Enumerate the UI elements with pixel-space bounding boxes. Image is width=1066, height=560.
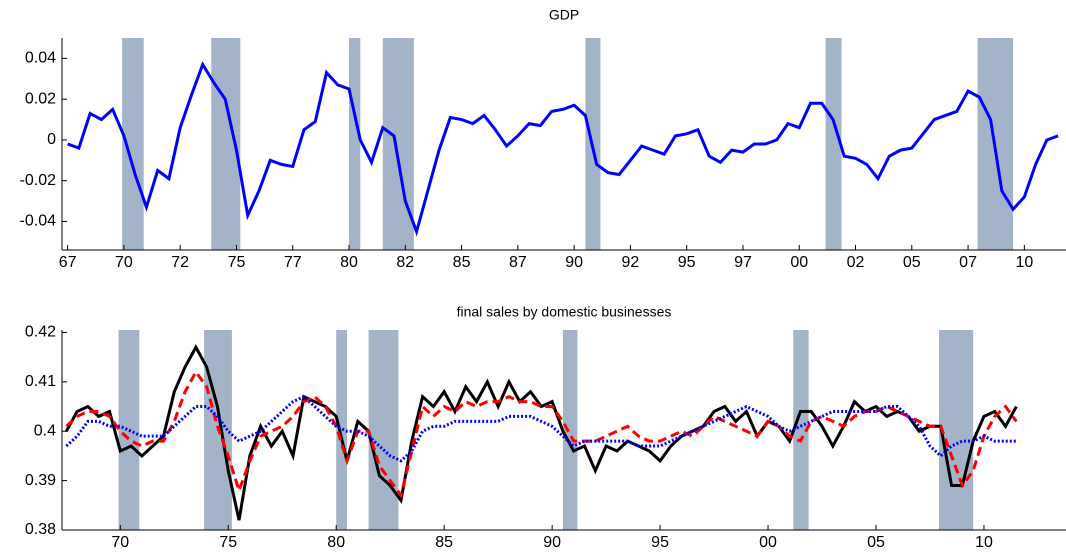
- y-tick-label: 0.42: [25, 324, 56, 341]
- x-tick-label: 05: [903, 254, 921, 271]
- x-tick-label: 95: [651, 534, 669, 551]
- y-tick-label: -0.04: [20, 213, 57, 230]
- x-tick-label: 80: [327, 534, 345, 551]
- y-tick-label: 0: [47, 131, 56, 148]
- y-tick-label: 0.41: [25, 373, 56, 390]
- x-tick-label: 90: [565, 254, 583, 271]
- y-tick-label: 0.02: [25, 90, 56, 107]
- x-tick-label: 75: [219, 534, 237, 551]
- x-tick-label: 87: [509, 254, 527, 271]
- x-tick-label: 07: [959, 254, 977, 271]
- recession-band: [939, 330, 974, 530]
- recession-band: [793, 330, 809, 530]
- recession-band: [349, 38, 361, 250]
- chart-title: GDP: [549, 7, 579, 23]
- y-tick-label: 0.38: [25, 521, 56, 538]
- y-tick-label: 0.4: [34, 422, 56, 439]
- x-tick-label: 67: [59, 254, 77, 271]
- recession-band: [368, 330, 399, 530]
- x-tick-label: 90: [543, 534, 561, 551]
- recession-band: [122, 38, 144, 250]
- chart-title: final sales by domestic businesses: [457, 304, 672, 320]
- y-tick-label: 0.04: [25, 50, 56, 67]
- recession-band: [562, 330, 578, 530]
- x-tick-label: 10: [975, 534, 993, 551]
- x-tick-label: 02: [847, 254, 865, 271]
- recession-band: [825, 38, 842, 250]
- recession-band: [118, 330, 140, 530]
- recession-band: [336, 330, 348, 530]
- x-tick-label: 85: [435, 534, 453, 551]
- x-tick-label: 75: [228, 254, 246, 271]
- recession-band: [382, 38, 414, 250]
- x-tick-label: 97: [734, 254, 752, 271]
- series-line: [67, 61, 1059, 237]
- x-tick-label: 82: [396, 254, 414, 271]
- x-tick-label: 85: [453, 254, 471, 271]
- x-tick-label: 92: [622, 254, 640, 271]
- x-tick-label: 00: [759, 534, 777, 551]
- series-line: [65, 394, 1017, 463]
- x-tick-label: 00: [790, 254, 808, 271]
- y-tick-label: 0.39: [25, 472, 56, 489]
- x-tick-label: 80: [340, 254, 358, 271]
- x-tick-label: 77: [284, 254, 302, 271]
- series-line: [65, 369, 1018, 499]
- x-tick-label: 95: [678, 254, 696, 271]
- x-tick-label: 10: [1015, 254, 1033, 271]
- x-tick-label: 72: [171, 254, 189, 271]
- x-tick-label: 70: [115, 254, 133, 271]
- series-line: [65, 344, 1018, 521]
- x-tick-label: 70: [111, 534, 129, 551]
- y-tick-label: -0.02: [20, 172, 57, 189]
- x-tick-label: 05: [867, 534, 885, 551]
